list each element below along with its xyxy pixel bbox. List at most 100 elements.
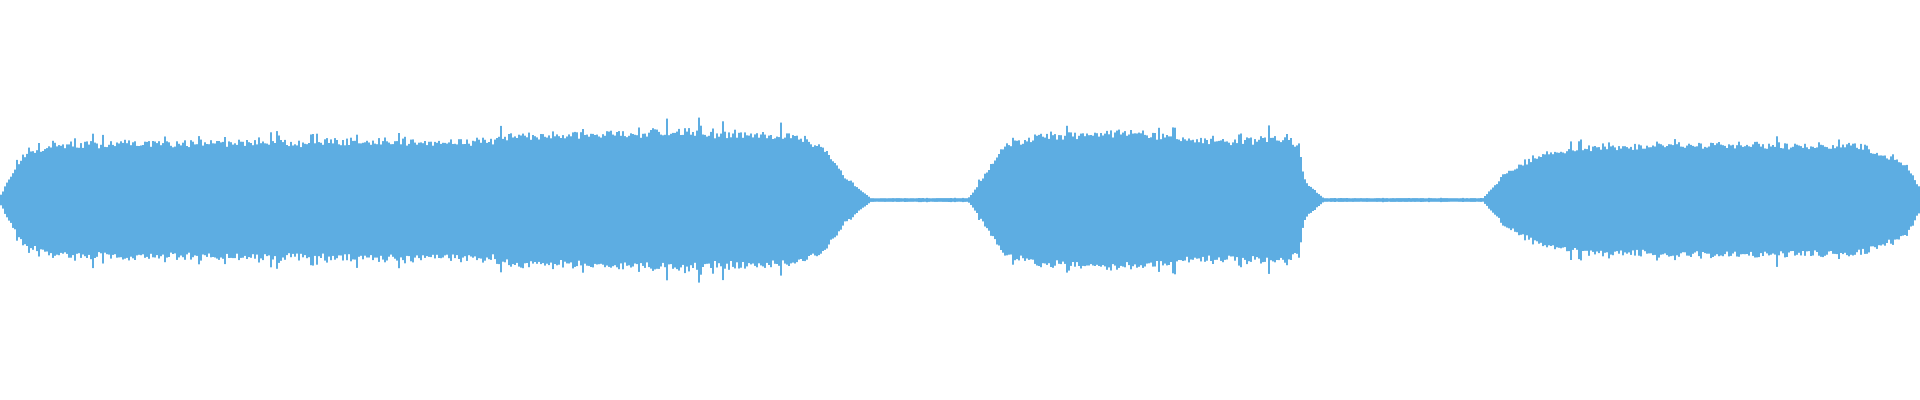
waveform-sample [1874, 153, 1876, 248]
waveform-sample [1824, 146, 1826, 256]
waveform-sample [1828, 148, 1830, 252]
waveform-sample [106, 147, 108, 255]
waveform-sample [844, 178, 846, 222]
waveform-sample [1462, 197, 1464, 202]
waveform-sample [804, 135, 806, 262]
waveform-sample [592, 133, 594, 268]
waveform-sample [1514, 169, 1516, 232]
waveform-sample [1454, 198, 1456, 202]
waveform-sample [1366, 198, 1368, 202]
waveform-sample [1590, 151, 1592, 251]
waveform-sample [1588, 145, 1590, 256]
waveform-sample [522, 133, 524, 269]
waveform-sample [936, 198, 938, 202]
waveform-sample [966, 198, 968, 202]
waveform-sample [428, 141, 430, 257]
waveform-sample [1556, 152, 1558, 248]
waveform-sample [1278, 140, 1280, 261]
waveform-sample [1156, 139, 1158, 261]
waveform-sample [1016, 140, 1018, 260]
waveform-sample [1822, 145, 1824, 258]
waveform-sample [1176, 139, 1178, 262]
waveform-sample [328, 143, 330, 257]
waveform-sample [1894, 159, 1896, 240]
waveform-sample [30, 151, 32, 249]
waveform-sample [308, 143, 310, 258]
waveform-sample [1024, 140, 1026, 261]
waveform-sample [1252, 144, 1254, 257]
waveform-sample [1526, 164, 1528, 236]
waveform-sample [1506, 173, 1508, 228]
waveform-sample [1564, 153, 1566, 248]
waveform-sample [1762, 144, 1764, 256]
waveform-sample [320, 142, 322, 258]
waveform-sample [1294, 146, 1296, 253]
waveform-sample [1308, 186, 1310, 214]
waveform-sample [878, 198, 880, 202]
waveform-sample [1210, 138, 1212, 261]
waveform-sample [1318, 194, 1320, 206]
waveform-sample [20, 160, 22, 240]
waveform-sample [1830, 148, 1832, 251]
waveform-sample [1612, 145, 1614, 256]
waveform-sample [1104, 133, 1106, 267]
waveform-sample [1508, 170, 1510, 229]
waveform-sample [276, 131, 278, 269]
waveform-sample [0, 194, 2, 206]
waveform-sample [198, 136, 200, 265]
waveform-sample [868, 196, 870, 204]
waveform-sample [1490, 189, 1492, 211]
waveform-sample [1348, 198, 1350, 202]
waveform-sample [236, 144, 238, 254]
waveform-sample [162, 143, 164, 255]
waveform-sample [1192, 139, 1194, 260]
waveform-sample [1730, 145, 1732, 256]
waveform-sample [1028, 137, 1030, 260]
waveform-sample [354, 140, 356, 260]
waveform-sample [1898, 162, 1900, 240]
waveform-sample [418, 142, 420, 259]
waveform-sample [492, 144, 494, 255]
waveform-sample [1376, 198, 1378, 202]
waveform-sample [1022, 143, 1024, 259]
waveform-samples [0, 117, 1920, 283]
waveform-sample [1550, 152, 1552, 246]
waveform-sample [1204, 138, 1206, 262]
waveform-sample [1770, 146, 1772, 255]
waveform-sample [1426, 198, 1428, 202]
waveform-sample [444, 142, 446, 256]
waveform-sample [1756, 141, 1758, 258]
waveform-sample [1154, 133, 1156, 267]
waveform-sample [924, 198, 926, 202]
waveform-sample [1670, 144, 1672, 257]
waveform-sample [818, 144, 820, 256]
waveform-sample [854, 186, 856, 215]
waveform-sample [362, 142, 364, 260]
waveform-sample [558, 136, 560, 265]
waveform-sample [1488, 191, 1490, 209]
waveform-sample [74, 138, 76, 261]
waveform-sample [406, 145, 408, 256]
waveform-sample [1624, 146, 1626, 253]
waveform-sample [1516, 168, 1518, 233]
waveform-sample [1650, 147, 1652, 254]
waveform-sample [896, 198, 898, 202]
waveform-sample [1410, 198, 1412, 202]
waveform-sample [888, 198, 890, 202]
waveform-sample [828, 155, 830, 245]
waveform-sample [470, 145, 472, 257]
waveform-sample [1402, 198, 1404, 202]
waveform-sample [992, 163, 994, 237]
waveform-sample [556, 134, 558, 266]
waveform-sample [1896, 159, 1898, 240]
waveform-sample [1284, 137, 1286, 263]
waveform-sample [906, 198, 908, 202]
waveform-sample [1070, 132, 1072, 266]
waveform-sample [816, 146, 818, 257]
waveform-sample [1120, 134, 1122, 266]
waveform-sample [902, 198, 904, 202]
waveform-sample [784, 137, 786, 264]
waveform-sample [174, 146, 176, 254]
waveform-sample [1254, 139, 1256, 260]
